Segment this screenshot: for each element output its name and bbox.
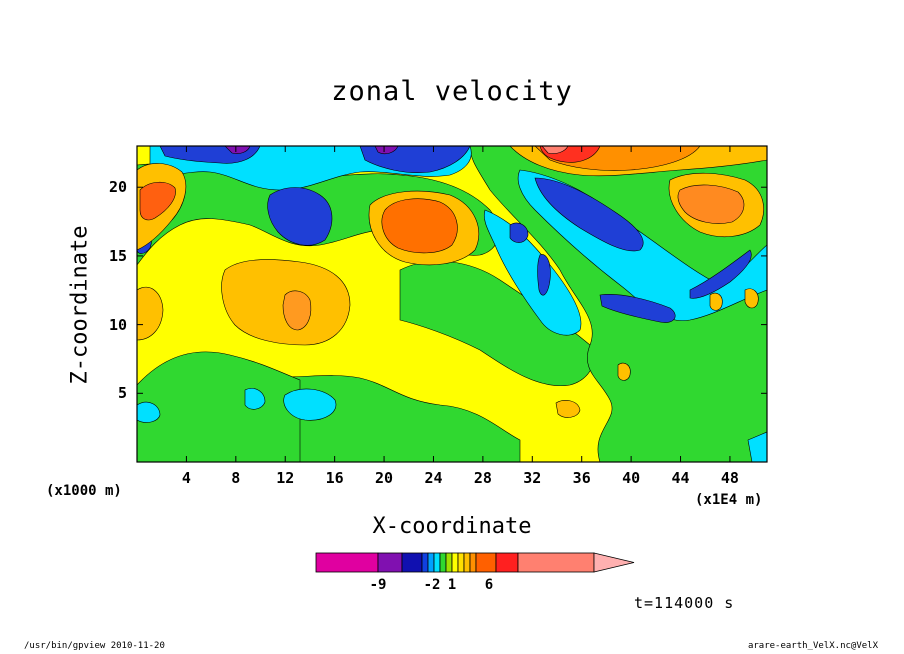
- colorbar-segment: [445, 552, 453, 573]
- colorbar: [315, 552, 635, 573]
- colorbar-segment: [475, 552, 497, 573]
- y-tick-label: 5: [117, 384, 127, 403]
- orange-region-center-core: [381, 198, 458, 254]
- colorbar-tick-label: 6: [484, 577, 494, 593]
- x-tick-label: 48: [720, 469, 739, 487]
- colorbar-segment: [433, 552, 441, 573]
- cyan-region-bottom-1: [283, 388, 337, 421]
- x-tick-label: 4: [181, 469, 191, 487]
- x-tick-label: 24: [424, 469, 443, 487]
- colorbar-segment: [517, 552, 595, 573]
- orange-region-bottom-4: [744, 288, 759, 309]
- x-tick-label: 40: [622, 469, 641, 487]
- velocity-field: [137, 146, 767, 462]
- x-tick-label: 32: [523, 469, 542, 487]
- colorbar-tick-label: -9: [369, 577, 387, 593]
- orange-region-bottom-1: [555, 400, 581, 418]
- colorbar-tick-label: -2: [423, 577, 441, 593]
- blue-region-right-narrow: [689, 249, 752, 299]
- orange-region-mid-core: [282, 290, 312, 331]
- cyan-region-bottom-right: [747, 431, 767, 462]
- footer-right: arare-earth_VelX.nc@VelX: [747, 641, 878, 651]
- x-tick-label: 12: [276, 469, 295, 487]
- x-tick-label: 20: [375, 469, 394, 487]
- orange-region-right-upper-core: [677, 184, 745, 224]
- orange-region-left-mid: [137, 286, 164, 341]
- colorbar-segment: [469, 552, 477, 573]
- y-tick-label: 10: [108, 315, 127, 334]
- x-tick-label: 16: [325, 469, 344, 487]
- x-tick-label: 44: [671, 469, 690, 487]
- colorbar-segment: [401, 552, 423, 573]
- colorbar-segment: [463, 552, 471, 573]
- orange-region-bottom-2: [617, 362, 631, 381]
- tick-marks: [137, 146, 767, 462]
- y-tick-label: 15: [108, 246, 127, 265]
- blue-region-small: [509, 222, 529, 243]
- colorbar-tick-label: 1: [447, 577, 457, 593]
- colorbar-segment: [495, 552, 519, 573]
- x-unit-left: (x1000 m): [46, 483, 122, 499]
- blue-region-right-diagonal: [534, 177, 644, 252]
- chart-title: zonal velocity: [331, 76, 573, 107]
- y-tick-label: 20: [108, 178, 127, 197]
- x-axis-label: X-coordinate: [372, 514, 532, 539]
- cyan-region-bottom-2: [244, 388, 266, 410]
- green-region-lower-left: [137, 351, 301, 462]
- orange-region-bottom-3: [709, 292, 723, 311]
- colorbar-segment: [377, 552, 403, 573]
- colorbar-segment: [427, 552, 435, 573]
- blue-region-mid-right: [599, 294, 676, 323]
- time-label: t=114000 s: [634, 594, 735, 612]
- colorbar-segment: [439, 552, 447, 573]
- colorbar-segment: [457, 552, 465, 573]
- colorbar-segment: [451, 552, 459, 573]
- footer-left: /usr/bin/gpview 2010-11-20: [24, 641, 165, 651]
- colorbar-extension-arrow: [593, 552, 635, 573]
- x-tick-label: 8: [231, 469, 241, 487]
- colorbar-segment: [421, 552, 429, 573]
- x-tick-label: 28: [473, 469, 492, 487]
- x-tick-label: 36: [572, 469, 591, 487]
- x-unit-right: (x1E4 m): [695, 492, 763, 508]
- orange-region-left-core: [139, 181, 176, 221]
- blue-region-sliver: [537, 254, 551, 296]
- y-axis-label: Z-coordinate: [67, 225, 93, 385]
- cyan-region-bottom-left: [137, 401, 161, 423]
- colorbar-segment: [315, 552, 379, 573]
- cyan-region-right-band: [483, 209, 582, 336]
- blue-region-left-upper: [267, 187, 333, 246]
- plot-frame: [136, 145, 768, 463]
